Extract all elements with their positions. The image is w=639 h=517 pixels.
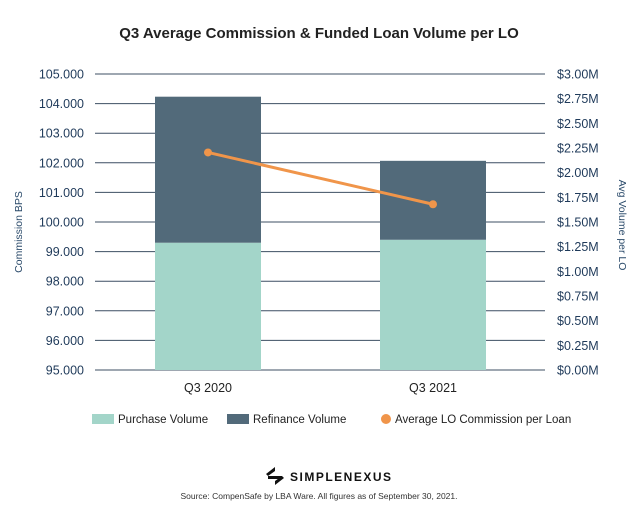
right-tick-label: $2.25M [557,142,599,156]
category-label: Q3 2020 [184,381,232,395]
legend-swatch [227,414,249,424]
right-tick-label: $1.25M [557,240,599,254]
right-tick-label: $1.00M [557,265,599,279]
right-tick-label: $2.75M [557,92,599,106]
right-tick-label: $3.00M [557,68,599,82]
bar-purchase-volume [380,239,486,370]
left-tick-label: 101.000 [39,186,84,200]
right-tick-label: $2.00M [557,166,599,180]
simplenexus-mark-icon [266,467,284,485]
chart-title: Q3 Average Commission & Funded Loan Volu… [119,25,519,42]
right-tick-label: $2.50M [557,117,599,131]
right-tick-label: $1.50M [557,216,599,230]
legend-label: Average LO Commission per Loan [395,414,571,426]
left-tick-label: 104.000 [39,97,84,111]
right-tick-label: $0.00M [557,364,599,378]
right-tick-label: $0.25M [557,339,599,353]
brand-name: SIMPLENEXUS [290,470,393,484]
left-tick-label: 95.000 [46,364,84,378]
category-labels: Q3 2020 Q3 2021 [184,381,457,395]
legend: Purchase Volume Refinance Volume Average L… [92,414,571,426]
left-axis-ticks: 95.000 96.000 97.000 98.000 99.000 100.000 101… [39,68,84,378]
left-tick-label: 102.000 [39,156,84,170]
legend-swatch [381,414,391,424]
commission-line-path [207,150,434,206]
right-axis-label: Avg Volume per LO [616,180,628,271]
left-tick-label: 97.000 [46,304,84,318]
left-tick-label: 96.000 [46,334,84,348]
left-tick-label: 103.000 [39,127,84,141]
bar-purchase-volume [155,242,261,370]
commission-line [204,148,437,209]
bar-refinance-volume [155,96,261,243]
legend-label: Refinance Volume [253,414,346,426]
left-tick-label: 105.000 [39,68,84,82]
right-axis-ticks: $0.00M $0.25M $0.50M $0.75M $1.00M $1.25M $1.5… [557,68,599,378]
legend-label: Purchase Volume [118,414,208,426]
category-label: Q3 2021 [409,381,457,395]
commission-point [204,148,212,157]
left-tick-label: 98.000 [46,275,84,289]
left-axis-label: Commission BPS [13,191,25,273]
legend-swatch [92,414,114,424]
bars [155,96,486,370]
right-tick-label: $0.75M [557,290,599,304]
left-tick-label: 100.000 [39,216,84,230]
simplenexus-logo: SIMPLENEXUS [266,467,393,485]
right-tick-label: $1.75M [557,191,599,205]
right-tick-label: $0.50M [557,314,599,328]
commission-point [429,200,437,209]
left-tick-label: 99.000 [46,245,84,259]
source-note: Source: CompenSafe by LBA Ware. All figu… [180,491,457,501]
